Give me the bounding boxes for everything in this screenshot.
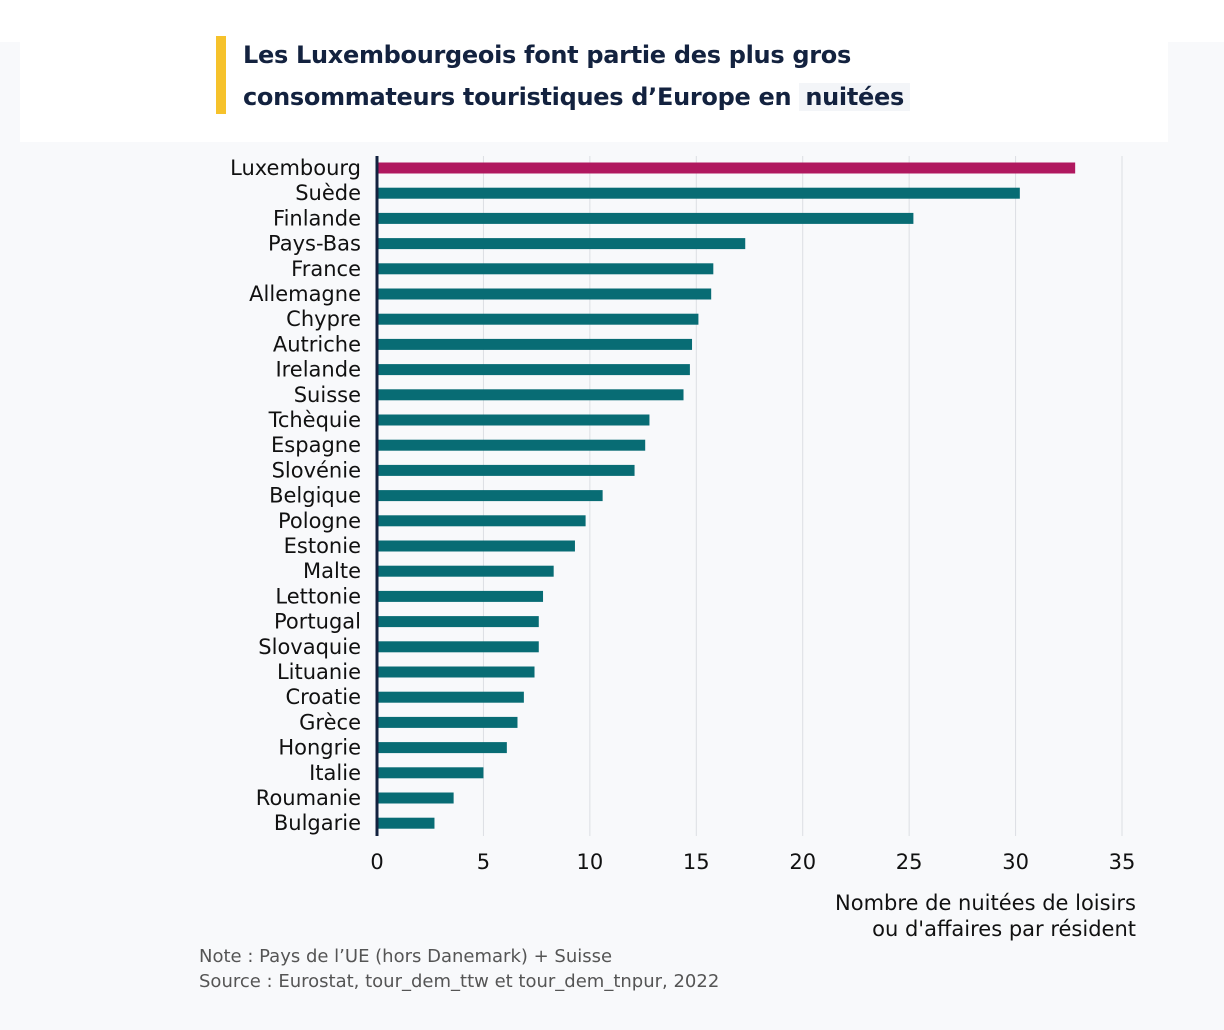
category-label: Bulgarie [274, 811, 361, 835]
bar-lituanie [377, 666, 535, 678]
gridlines [482, 156, 1123, 836]
x-tick-label: 25 [896, 850, 923, 874]
bar-tch-quie [377, 414, 650, 426]
title-accent-bar [216, 36, 226, 114]
bar-belgique [377, 490, 603, 502]
bar-gr-ce [377, 716, 518, 728]
category-label: Italie [309, 761, 361, 785]
bar-lettonie [377, 590, 544, 602]
category-label: Suisse [294, 383, 361, 407]
bar-espagne [377, 439, 646, 451]
footer-source: Source : Eurostat, tour_dem_ttw et tour_… [199, 971, 720, 992]
x-tick-label: 10 [576, 850, 603, 874]
bar-italie [377, 767, 484, 779]
footer: Note : Pays de l’UE (hors Danemark) + Su… [199, 944, 719, 994]
bar-luxembourg [377, 162, 1076, 174]
bar-allemagne [377, 288, 712, 300]
category-label: France [291, 257, 361, 281]
category-label: Slovénie [272, 458, 361, 482]
category-label: Roumanie [256, 786, 361, 810]
category-label: Croatie [285, 685, 361, 709]
category-labels: LuxembourgSuèdeFinlandePays-BasFranceAll… [230, 156, 361, 835]
category-label: Autriche [273, 332, 361, 356]
x-tick-label: 15 [683, 850, 710, 874]
bar-malte [377, 565, 554, 577]
category-label: Pays-Bas [268, 232, 361, 256]
title-line-2-prefix: consommateurs touristiques d’Europe en [243, 83, 792, 111]
bar-finlande [377, 212, 914, 224]
bar-su-de [377, 187, 1020, 199]
category-label: Slovaquie [258, 635, 361, 659]
top-strip [0, 0, 1224, 42]
category-label: Espagne [271, 433, 361, 457]
bar-france [377, 263, 714, 275]
bar-slovaquie [377, 641, 539, 653]
bar-hongrie [377, 742, 507, 754]
category-label: Portugal [274, 610, 361, 634]
x-axis-title: Nombre de nuitées de loisirs ou d'affair… [835, 890, 1136, 942]
x-tick-label: 20 [789, 850, 816, 874]
chart-title: Les Luxembourgeois font partie des plus … [243, 34, 910, 118]
bar-suisse [377, 389, 684, 401]
category-label: Tchèquie [268, 408, 361, 432]
title-highlight: nuitées [799, 83, 910, 111]
category-label: Malte [303, 559, 361, 583]
x-tick-label: 35 [1109, 850, 1136, 874]
bar-irelande [377, 364, 690, 376]
category-label: Luxembourg [230, 156, 361, 180]
category-label: Finlande [273, 206, 361, 230]
x-axis-title-line-1: Nombre de nuitées de loisirs [835, 891, 1136, 915]
bar-pologne [377, 515, 586, 527]
category-label: Belgique [269, 484, 361, 508]
x-axis-title-line-2: ou d'affaires par résident [872, 917, 1136, 941]
x-tick-label: 5 [477, 850, 490, 874]
title-box [20, 42, 1168, 142]
bar-roumanie [377, 792, 454, 804]
footer-note: Note : Pays de l’UE (hors Danemark) + Su… [199, 946, 613, 967]
category-label: Suède [295, 181, 361, 205]
title-line-2: consommateurs touristiques d’Europe en n… [243, 76, 910, 118]
category-label: Grèce [299, 710, 361, 734]
category-label: Allemagne [249, 282, 361, 306]
category-label: Lituanie [277, 660, 361, 684]
bar-pays-bas [377, 238, 746, 250]
category-label: Lettonie [275, 584, 361, 608]
category-label: Hongrie [278, 736, 361, 760]
category-label: Pologne [278, 509, 361, 533]
bar-autriche [377, 338, 693, 350]
bar-bulgarie [377, 817, 435, 829]
bar-chypre [377, 313, 699, 325]
x-tick-labels: 0 5 10 15 20 25 30 35 [370, 850, 1135, 874]
bar-portugal [377, 616, 539, 628]
category-label: Chypre [286, 307, 361, 331]
category-label: Irelande [275, 358, 361, 382]
x-tick-label: 30 [1002, 850, 1029, 874]
bar-slov-nie [377, 464, 635, 476]
title-line-1: Les Luxembourgeois font partie des plus … [243, 41, 851, 69]
bars [377, 162, 1076, 829]
x-tick-label: 0 [370, 850, 383, 874]
category-label: Estonie [284, 534, 361, 558]
bar-croatie [377, 691, 524, 703]
bar-estonie [377, 540, 575, 552]
